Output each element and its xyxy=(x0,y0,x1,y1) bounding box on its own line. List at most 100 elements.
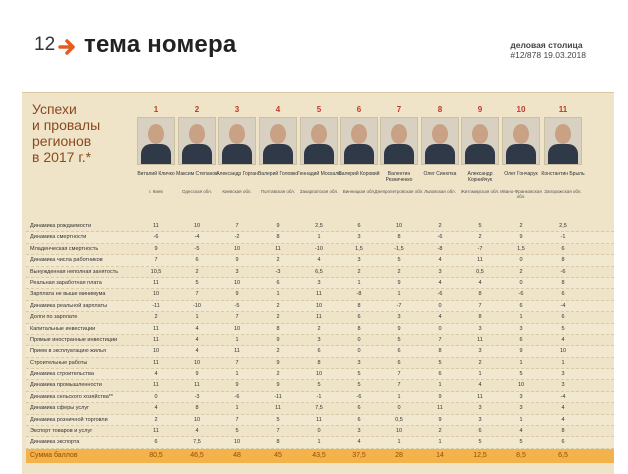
row-label: Прием в эксплуатацию жилья xyxy=(30,348,106,355)
row-label: Динамика сельского хозяйства** xyxy=(30,393,114,400)
table-row: Младенческая смертность 9 -5 10 11 -10 1,5 -1,5… xyxy=(26,244,614,256)
score-cell: 11 xyxy=(153,325,159,332)
score-cell: 1 xyxy=(438,439,442,446)
score-cell: 5 xyxy=(478,223,482,229)
row-label: Динамика промышленности xyxy=(30,382,102,389)
score-cell: 6 xyxy=(561,314,565,321)
score-cell: 6 xyxy=(397,359,401,366)
portrait-photo xyxy=(502,117,540,165)
score-cell: 10 xyxy=(193,223,201,229)
card-title: Успехи и провалы регионов в 2017 г.* xyxy=(32,101,142,165)
score-cell: 11 xyxy=(437,405,443,412)
magazine-name: деловая столица xyxy=(510,40,583,50)
score-cell: 6 xyxy=(478,428,482,435)
score-cell: 2 xyxy=(154,314,158,321)
score-cell: 11 xyxy=(234,348,240,355)
score-cell: 3 xyxy=(317,336,321,343)
score-cell: 12,5 xyxy=(473,451,487,459)
score-cell: -1,5 xyxy=(394,245,404,252)
card-title-line: регионов xyxy=(32,133,92,149)
table-row: Строительные работы 11 10 7 9 8 3 6 5 2 1 1 xyxy=(26,358,614,370)
score-cell: -1 xyxy=(316,393,322,400)
score-cell: 6 xyxy=(357,223,361,229)
score-cell: 2 xyxy=(276,348,280,355)
score-cell: 6 xyxy=(154,439,158,446)
score-cell: 8 xyxy=(276,234,280,241)
score-cell: 8 xyxy=(276,325,280,332)
score-cell: 5 xyxy=(276,416,280,423)
score-cell: 7 xyxy=(235,223,239,229)
score-cell: 10 xyxy=(315,371,323,378)
score-cell: 9 xyxy=(195,371,199,378)
issue-info: #12/878 19.03.2018 xyxy=(510,50,586,60)
score-cell: 4 xyxy=(519,428,523,435)
score-cell: 2 xyxy=(519,223,523,229)
ratings-card: Успехи и провалы регионов в 2017 г.* 1 В… xyxy=(22,92,614,474)
score-cell: 2,5 xyxy=(559,223,567,229)
score-cell: 2 xyxy=(519,268,523,275)
score-cell: 7 xyxy=(438,336,442,343)
score-cell: 28 xyxy=(395,451,403,459)
score-cell: 3 xyxy=(357,359,361,366)
score-cell: 0,5 xyxy=(476,268,484,275)
score-cell: 9 xyxy=(397,325,401,332)
score-cell: 3 xyxy=(519,325,523,332)
score-cell: 2 xyxy=(317,325,321,332)
score-cell: 3 xyxy=(478,348,482,355)
portrait-photo xyxy=(380,117,418,165)
person-region: Киевская обл. xyxy=(222,189,252,194)
score-cell: 4 xyxy=(154,405,158,412)
page-number: 12 xyxy=(34,34,56,55)
score-cell: 8 xyxy=(561,257,565,264)
score-cell: -2 xyxy=(234,234,240,241)
score-cell: 2 xyxy=(438,428,442,435)
score-cell: 9 xyxy=(438,416,442,423)
score-cell: 9 xyxy=(235,291,239,298)
card-title-line: и провалы xyxy=(32,117,101,133)
row-label: Зарплата не выше минимума xyxy=(30,291,106,298)
person-name: Виталий Кличко xyxy=(137,171,175,177)
score-cell: 10 xyxy=(193,359,201,366)
score-cell: 4 xyxy=(154,371,158,378)
row-label: Динамика экспорта xyxy=(30,439,80,446)
score-cell: 2 xyxy=(154,416,158,423)
score-cell: 1 xyxy=(519,359,523,366)
table-row: Прием в эксплуатацию жилья 10 4 11 2 6 0 6 8 3 9 10 xyxy=(26,346,614,358)
score-cell: 0 xyxy=(357,348,361,355)
score-cell: 10 xyxy=(233,245,241,252)
page-header: 12 тема номера деловая столица #12/878 1… xyxy=(0,0,628,80)
score-cell: 6 xyxy=(357,314,361,321)
rank-number: 3 xyxy=(234,105,240,114)
table-row: Динамика реальной зарплаты -11 -10 -5 2 10 8 -7… xyxy=(26,300,614,313)
score-cell: -1 xyxy=(560,234,566,241)
row-label: Динамика строительства xyxy=(30,371,94,378)
score-cell: 10 xyxy=(233,279,241,286)
score-cell: 6 xyxy=(438,371,442,378)
table-row: Прямые иностранные инвестиции 11 4 1 9 3 0 5 7 11… xyxy=(26,335,614,347)
score-cell: 1 xyxy=(478,371,482,378)
table-row: Капитальные инвестиции 11 4 10 8 2 8 9 0 3 3 5 xyxy=(26,323,614,335)
score-cell: 5 xyxy=(561,325,565,332)
score-cell: 6 xyxy=(519,302,523,309)
score-cell: 4 xyxy=(478,279,482,286)
score-cell: 1 xyxy=(195,314,199,321)
score-cell: -6 xyxy=(153,234,159,241)
person-name: Константин Брыль xyxy=(541,171,585,177)
score-cell: 1,5 xyxy=(517,245,525,252)
rank-number: 2 xyxy=(194,105,200,114)
score-cell: 7,5 xyxy=(315,405,323,412)
portrait-photo xyxy=(259,117,297,165)
score-cell: 4 xyxy=(195,348,199,355)
score-cell: 4 xyxy=(438,314,442,321)
score-cell: 7 xyxy=(195,291,199,298)
score-cell: 3 xyxy=(357,234,361,241)
score-cell: -3 xyxy=(275,268,281,275)
table-row: Зарплата не выше минимума 10 7 9 1 11 -8 1 -6 8 -6… xyxy=(26,289,614,301)
person-card: 3 Александр Горган Киевская обл. xyxy=(212,105,262,201)
score-cell: 5 xyxy=(397,336,401,343)
score-cell: 1 xyxy=(438,382,442,389)
score-cell: 4 xyxy=(438,257,442,264)
row-label: Динамика числа работников xyxy=(30,257,103,264)
score-cell: 7 xyxy=(235,359,239,366)
score-cell: -10 xyxy=(315,245,323,252)
